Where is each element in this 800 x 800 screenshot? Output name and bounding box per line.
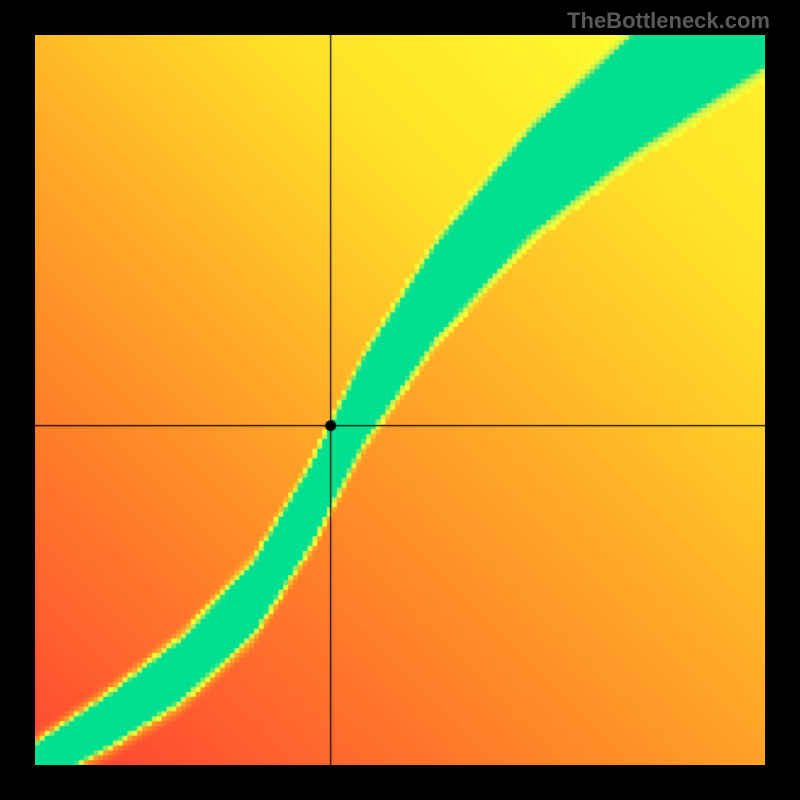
watermark-text: TheBottleneck.com <box>567 8 770 34</box>
chart-container: TheBottleneck.com <box>0 0 800 800</box>
bottleneck-heatmap <box>35 35 765 765</box>
